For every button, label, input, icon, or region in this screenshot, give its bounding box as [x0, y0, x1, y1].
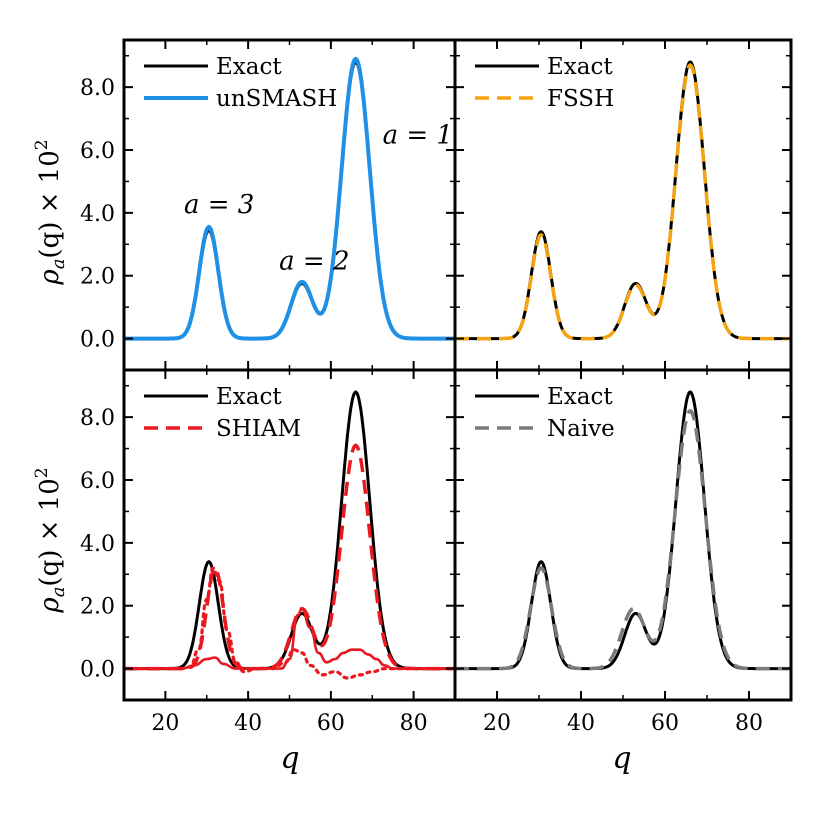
y-tick-label: 6.0 — [80, 139, 115, 164]
y-tick-label: 2.0 — [80, 265, 115, 290]
legend-label-exact: Exact — [547, 384, 613, 410]
legend-label-naive: Naive — [547, 416, 615, 442]
legend-label-shiam: SHIAM — [216, 416, 301, 442]
x-tick-label: 20 — [151, 711, 179, 736]
series-extra-2-line — [124, 607, 455, 670]
panel-bottom-left: 0.0 2.0 4.0 6.0 8.0 20 40 60 80 Exact SHIAM — [80, 368, 457, 736]
legend-label-exact: Exact — [216, 54, 282, 80]
peak-annotation: a = 1 — [383, 121, 453, 151]
x-tick-label: 80 — [400, 711, 428, 736]
x-tick-label: 60 — [651, 711, 679, 736]
series-extra-3-line — [124, 566, 455, 680]
y-tick-label: 0.0 — [80, 328, 115, 353]
peak-annotation: a = 3 — [184, 190, 254, 220]
peak-annotation: a = 2 — [279, 246, 349, 276]
y-axis-label-top: ρa(q) × 102 — [32, 139, 69, 285]
y-tick-label: 4.0 — [80, 532, 115, 557]
series-fssh-line — [455, 62, 791, 341]
legend-label-exact: Exact — [216, 384, 282, 410]
legend-label-fssh: FSSH — [547, 86, 614, 112]
y-tick-label: 4.0 — [80, 202, 115, 227]
x-tick-label: 80 — [735, 711, 763, 736]
y-tick-label: 8.0 — [80, 406, 115, 431]
x-axis-label-left: q — [280, 741, 299, 776]
legend-label-unsmash: unSMASH — [216, 86, 337, 112]
y-tick-label: 0.0 — [80, 658, 115, 683]
x-tick-label: 20 — [483, 711, 511, 736]
series-unsmash-line — [124, 56, 455, 341]
y-axis-label-bottom: ρa(q) × 102 — [32, 467, 69, 613]
y-tick-label: 2.0 — [80, 595, 115, 620]
series-naive-line — [455, 408, 791, 671]
y-tick-label: 6.0 — [80, 469, 115, 494]
panel-bottom-right: 20 40 60 80 Exact Naive — [453, 368, 793, 736]
x-tick-label: 60 — [317, 711, 345, 736]
x-tick-label: 40 — [234, 711, 262, 736]
y-tick-label: 8.0 — [80, 76, 115, 101]
x-axis-label-right: q — [612, 741, 631, 776]
legend-label-exact: Exact — [547, 54, 613, 80]
x-tick-label: 40 — [567, 711, 595, 736]
